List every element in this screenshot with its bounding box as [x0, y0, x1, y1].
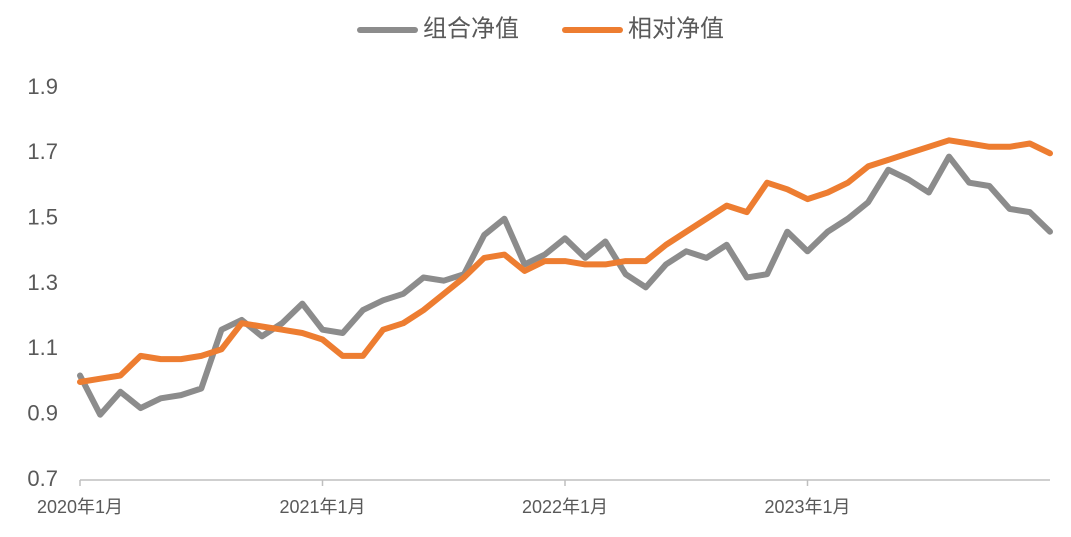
- series-line: [77, 153, 1053, 418]
- y-tick-label: 1.3: [27, 270, 58, 295]
- x-tick-label: 2023年1月: [764, 497, 850, 517]
- legend-label: 相对净值: [628, 15, 724, 42]
- series-line: [77, 137, 1053, 385]
- y-tick-label: 1.9: [27, 74, 58, 99]
- y-tick-label: 0.9: [27, 400, 58, 425]
- y-tick-label: 1.7: [27, 139, 58, 164]
- y-tick-label: 0.7: [27, 466, 58, 491]
- x-tick-label: 2020年1月: [37, 497, 123, 517]
- y-tick-label: 1.1: [27, 335, 58, 360]
- x-tick-label: 2022年1月: [522, 497, 608, 517]
- x-tick-label: 2021年1月: [279, 497, 365, 517]
- legend-label: 组合净值: [423, 15, 519, 42]
- y-tick-label: 1.5: [27, 204, 58, 229]
